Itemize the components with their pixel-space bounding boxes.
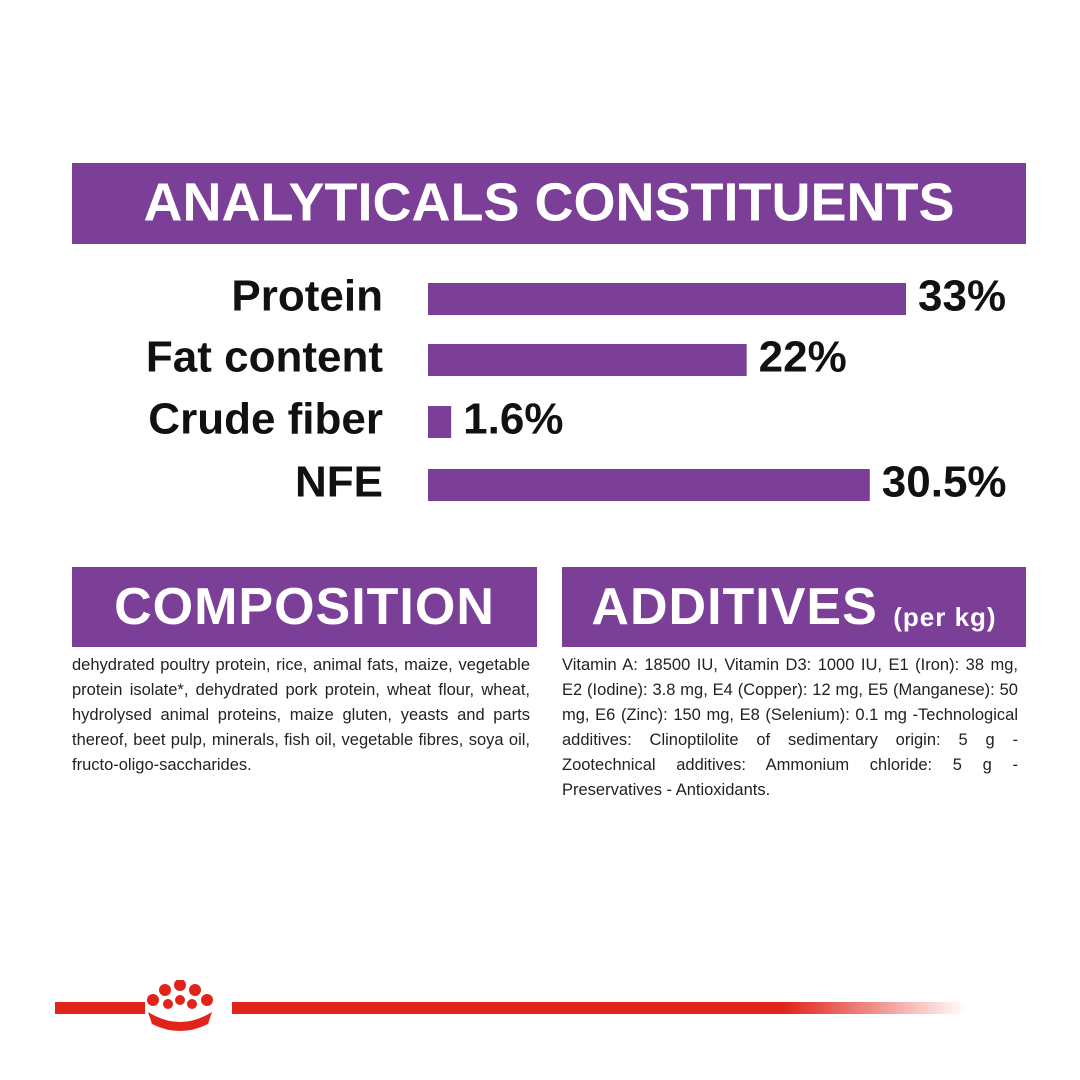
bar: [428, 469, 870, 501]
additives-header: ADDITIVES (per kg): [562, 567, 1026, 647]
category-label: NFE: [295, 458, 383, 507]
value-label: 33%: [918, 272, 1006, 321]
crown-logo: [147, 980, 213, 1031]
bar: [428, 344, 747, 376]
category-label: Fat content: [146, 333, 383, 382]
footer: [55, 980, 967, 1031]
title-band: [72, 163, 1026, 244]
composition-title: COMPOSITION: [114, 578, 495, 636]
chart: ANALYTICALS CONSTITUENTS Protein 33% Fat c…: [72, 163, 1026, 507]
bar: [428, 406, 452, 438]
category-label: Protein: [231, 272, 383, 321]
bar: [428, 283, 906, 315]
footer-line: [55, 1002, 145, 1014]
additives-title: ADDITIVES: [591, 578, 878, 636]
value-label: 1.6%: [463, 395, 563, 444]
composition-header: COMPOSITION: [72, 567, 537, 647]
additives-subtitle: (per kg): [893, 602, 997, 632]
chart-title: ANALYTICALS CONSTITUENTS: [143, 172, 954, 232]
additives-text: Vitamin A: 18500 IU, Vitamin D3: 1000 IU…: [562, 656, 1018, 799]
value-label: 30.5%: [882, 458, 1007, 507]
composition-text: dehydrated poultry protein, rice, animal…: [72, 656, 530, 774]
value-label: 22%: [759, 333, 847, 382]
category-label: Crude fiber: [148, 395, 383, 444]
footer-line: [232, 1002, 967, 1014]
